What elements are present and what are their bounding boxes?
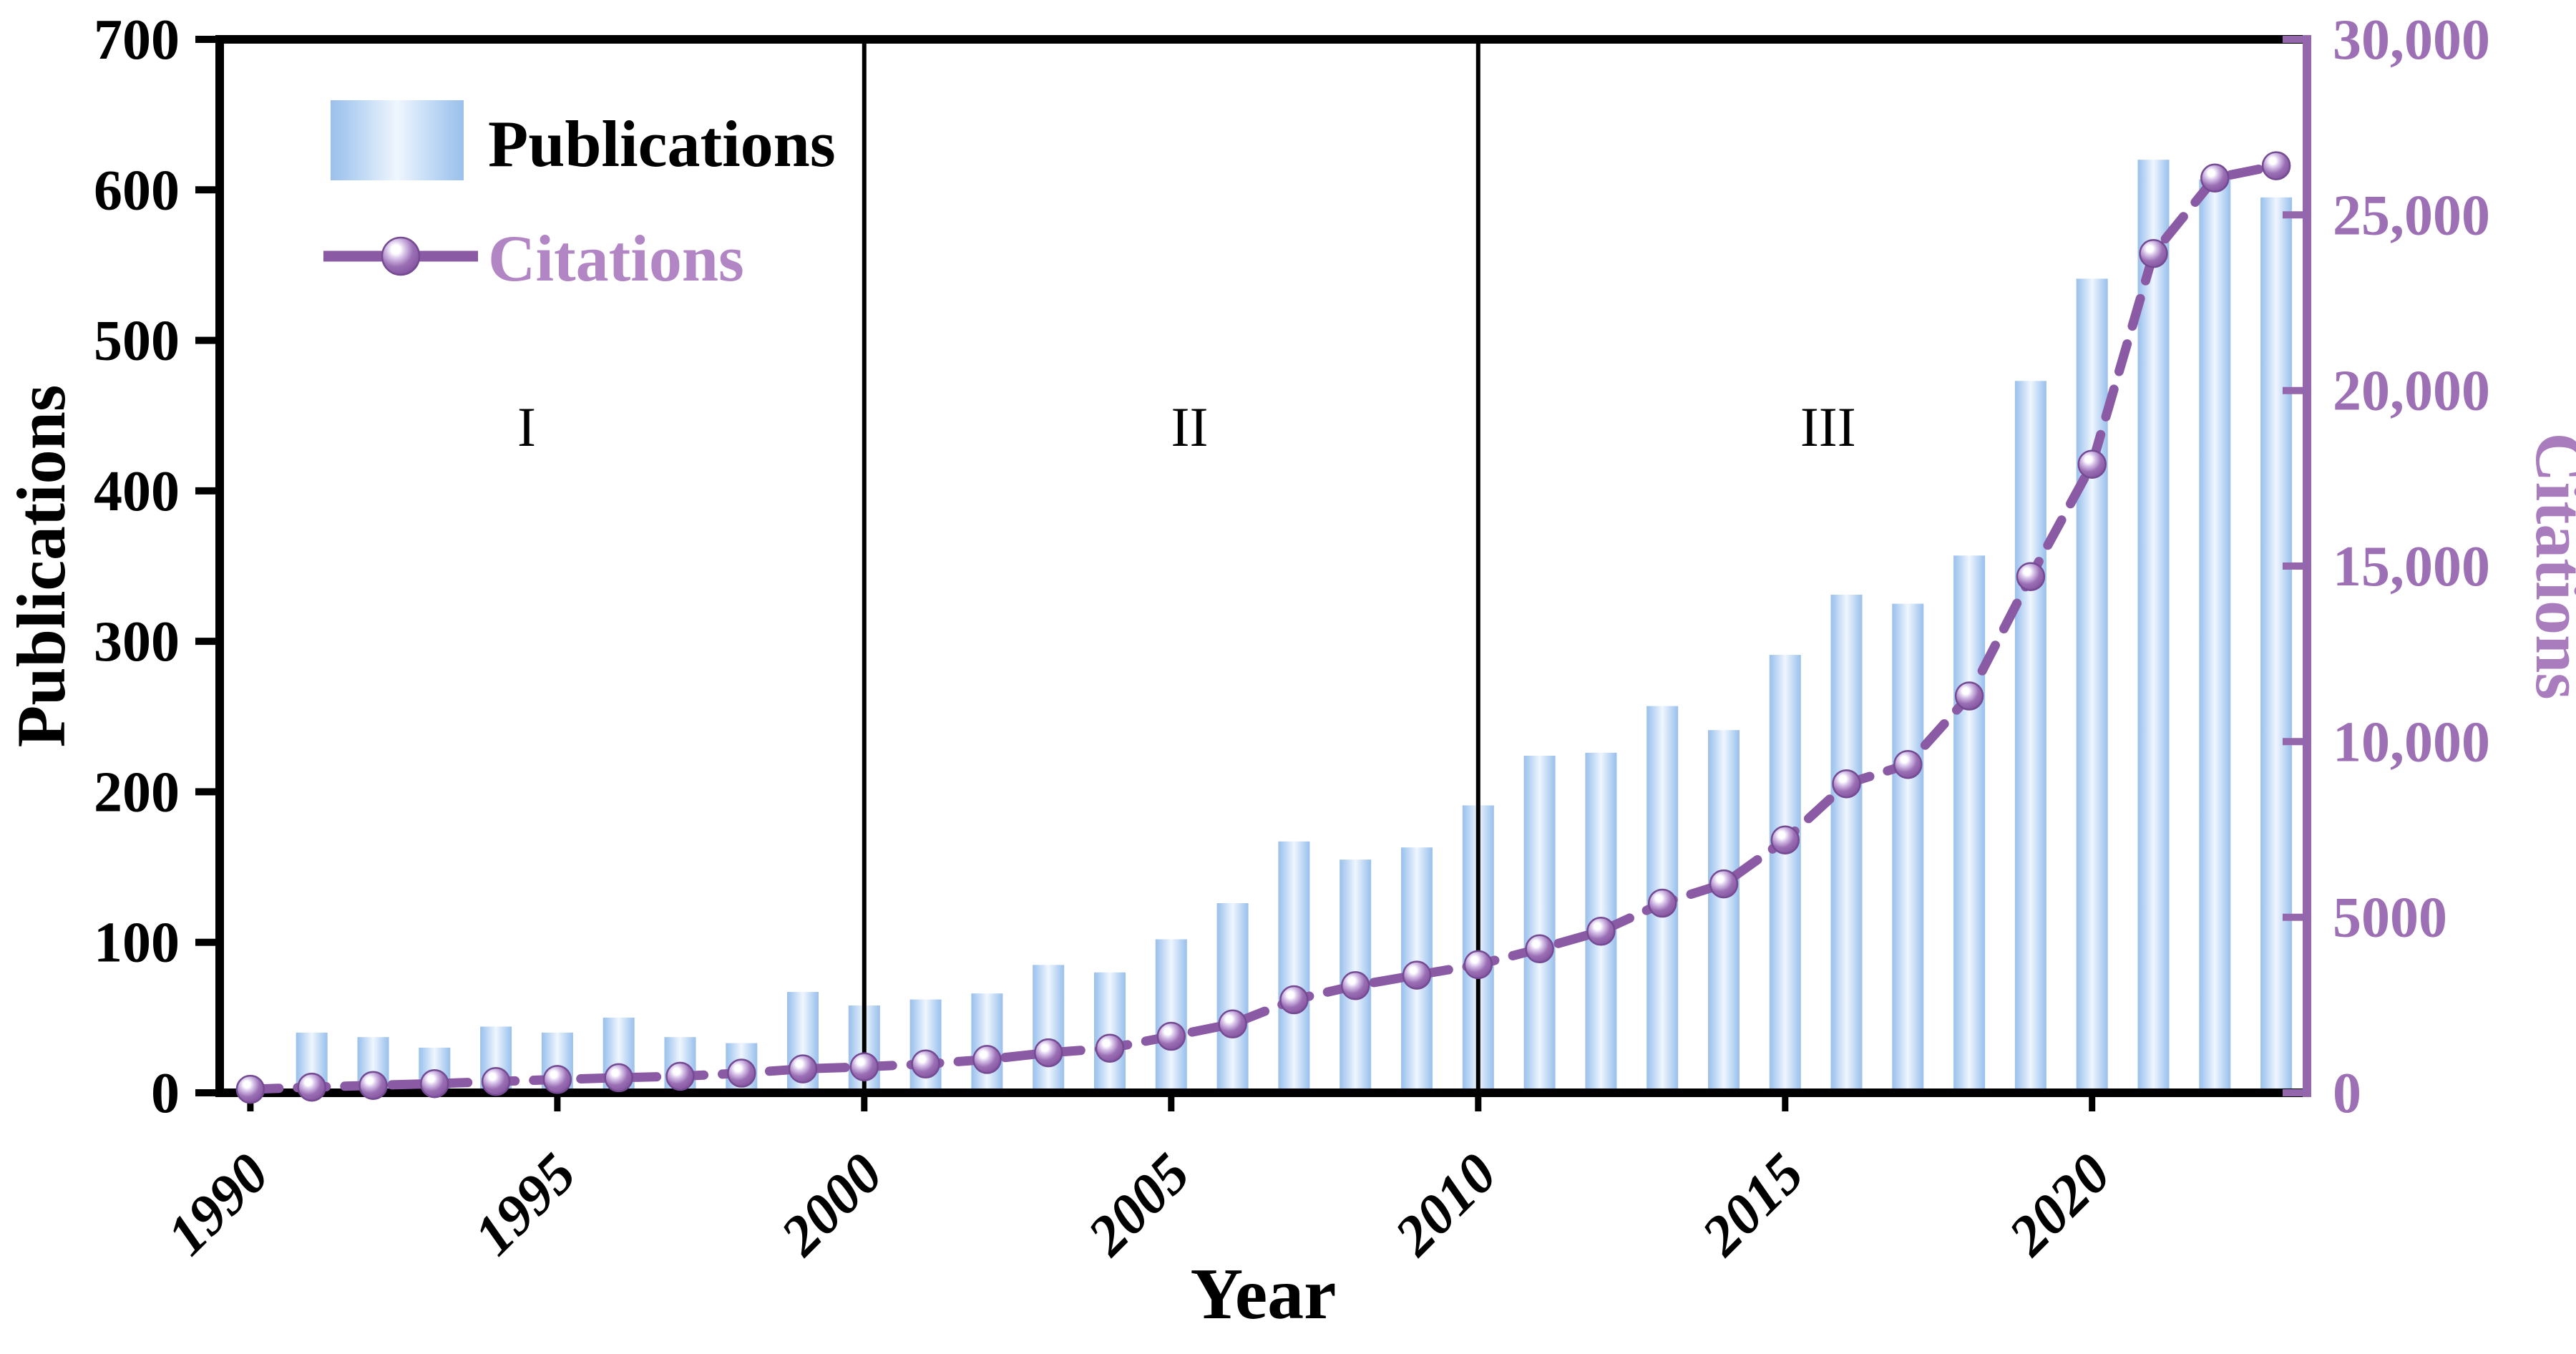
bar-2021: [2137, 160, 2170, 1094]
bar-2023: [2260, 197, 2293, 1093]
legend: Publications Citations: [323, 100, 836, 295]
bar-2007: [1278, 841, 1310, 1093]
citations-marker-2010: [1463, 950, 1493, 980]
right-tick-label-30000: 30,000: [2333, 9, 2490, 72]
left-tick-label-100: 100: [94, 912, 180, 975]
x-axis-title: Year: [1191, 1254, 1337, 1335]
citations-markers: [235, 151, 2291, 1104]
citations-marker-2001: [911, 1049, 940, 1079]
citations-marker-2014: [1709, 869, 1739, 899]
citations-line: [245, 161, 2281, 1094]
citations-marker-1997: [665, 1061, 695, 1091]
citations-marker-1998: [727, 1058, 756, 1088]
citations-marker-2021: [2139, 239, 2168, 268]
bar-2018: [1953, 555, 1986, 1093]
bar-2001: [909, 999, 942, 1093]
legend-citations-marker: [381, 236, 421, 276]
right-tick-label-5000: 5000: [2333, 887, 2447, 950]
left-tick-label-700: 700: [94, 9, 180, 72]
citations-marker-2016: [1832, 769, 1861, 799]
bar-2011: [1523, 756, 1556, 1093]
citations-marker-2019: [2016, 562, 2046, 591]
left-y-axis-title: Publications: [3, 385, 79, 748]
citations-marker-2004: [1095, 1033, 1125, 1063]
bar-2017: [1892, 603, 1924, 1093]
citations-marker-2015: [1770, 825, 1800, 854]
bar-2022: [2199, 179, 2231, 1094]
bar-2019: [2014, 381, 2046, 1093]
right-tick-label-0: 0: [2333, 1062, 2361, 1125]
right-tick-label-25000: 25,000: [2333, 184, 2490, 247]
citations-marker-2017: [1893, 749, 1923, 779]
citations-marker-2002: [972, 1045, 1002, 1074]
bar-2004: [1094, 972, 1126, 1093]
left-tick-label-0: 0: [151, 1062, 180, 1125]
left-tick-label-300: 300: [94, 610, 180, 673]
citations-marker-2000: [849, 1052, 879, 1081]
bar-2020: [2076, 278, 2108, 1093]
bar-2014: [1708, 730, 1740, 1093]
left-tick-label-500: 500: [94, 310, 180, 373]
citations-marker-2005: [1156, 1021, 1186, 1051]
citations-marker-1996: [604, 1063, 633, 1093]
legend-publications-label: Publications: [488, 107, 836, 180]
citations-marker-2022: [2200, 163, 2230, 193]
bar-2016: [1830, 595, 1863, 1093]
region-label-III: III: [1800, 396, 1856, 458]
region-label-I: I: [517, 396, 536, 458]
citations-marker-2023: [2261, 151, 2291, 180]
bar-2002: [971, 993, 1003, 1093]
citations-marker-2013: [1647, 888, 1677, 918]
region-label-II: II: [1171, 396, 1209, 458]
citations-marker-2006: [1218, 1009, 1247, 1039]
citations-marker-2011: [1525, 934, 1554, 964]
right-tick-label-20000: 20,000: [2333, 360, 2490, 423]
citations-marker-2020: [2077, 449, 2107, 479]
citations-marker-2012: [1586, 917, 1616, 946]
bar-2003: [1033, 965, 1065, 1093]
citations-marker-1991: [297, 1072, 326, 1102]
bar-2006: [1216, 903, 1249, 1093]
left-tick-label-600: 600: [94, 159, 180, 222]
legend-publications-swatch: [331, 100, 464, 180]
right-tick-label-10000: 10,000: [2333, 711, 2490, 774]
left-tick-label-200: 200: [94, 761, 180, 824]
bar-2005: [1155, 939, 1187, 1093]
right-tick-label-15000: 15,000: [2333, 535, 2490, 598]
citations-marker-1992: [358, 1071, 388, 1100]
citations-marker-1993: [420, 1068, 449, 1099]
citations-marker-1999: [788, 1054, 818, 1083]
right-y-axis-title: Citations: [2522, 432, 2576, 699]
citations-marker-2007: [1279, 985, 1309, 1015]
citations-marker-1995: [542, 1065, 572, 1094]
bar-2015: [1769, 655, 1801, 1093]
legend-citations-label: Citations: [488, 222, 744, 295]
citations-marker-2009: [1402, 960, 1432, 990]
citations-marker-2018: [1954, 681, 1984, 711]
left-tick-label-400: 400: [94, 460, 180, 523]
citations-marker-1994: [481, 1067, 511, 1096]
citations-marker-1990: [235, 1074, 265, 1104]
citations-marker-2003: [1033, 1038, 1063, 1068]
citations-marker-2008: [1340, 971, 1370, 1000]
